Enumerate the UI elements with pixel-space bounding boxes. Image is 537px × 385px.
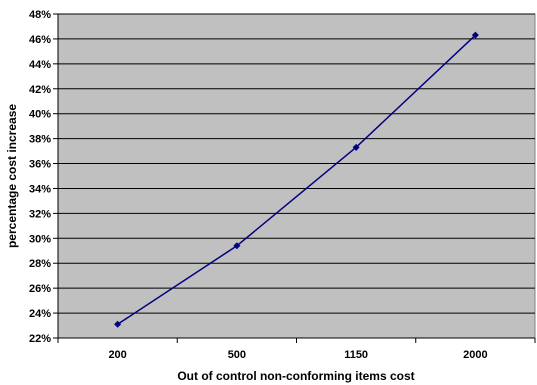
x-tick-label: 2000 <box>463 349 487 361</box>
data-point <box>471 31 479 39</box>
y-tick-label: 44% <box>29 59 51 71</box>
y-tick-label: 24% <box>29 308 51 320</box>
y-tick-label: 46% <box>29 34 51 46</box>
y-tick-label: 38% <box>29 134 51 146</box>
data-point <box>114 320 122 328</box>
y-tick-label: 32% <box>29 208 51 220</box>
x-tick-label: 200 <box>108 349 126 361</box>
y-tick-label: 42% <box>29 84 51 96</box>
x-axis-title: Out of control non-conforming items cost <box>177 369 414 383</box>
data-point <box>233 242 241 250</box>
plot-area <box>57 13 536 339</box>
gridlines <box>58 13 535 314</box>
y-tick-label: 40% <box>29 109 51 121</box>
y-tick-label: 30% <box>29 233 51 245</box>
series-line <box>117 34 476 325</box>
series-layer <box>114 31 479 328</box>
y-tick-label: 48% <box>29 9 51 21</box>
y-tick-label: 28% <box>29 258 51 270</box>
y-axis: 22% 24% 26% 28% 30% 32% 34% 36% 38% 40% 42% 44% 46% 4… <box>29 9 59 345</box>
y-tick-label: 26% <box>29 283 51 295</box>
x-tick-label: 1150 <box>344 349 368 361</box>
y-tick-label: 34% <box>29 183 51 195</box>
y-tick-label: 36% <box>29 159 51 171</box>
x-axis: 200 500 1150 2000 <box>57 337 536 361</box>
y-axis-title: percentage cost increase <box>5 104 19 248</box>
y-tick-label: 22% <box>29 333 51 345</box>
data-point <box>352 143 360 151</box>
x-tick-label: 500 <box>228 349 246 361</box>
